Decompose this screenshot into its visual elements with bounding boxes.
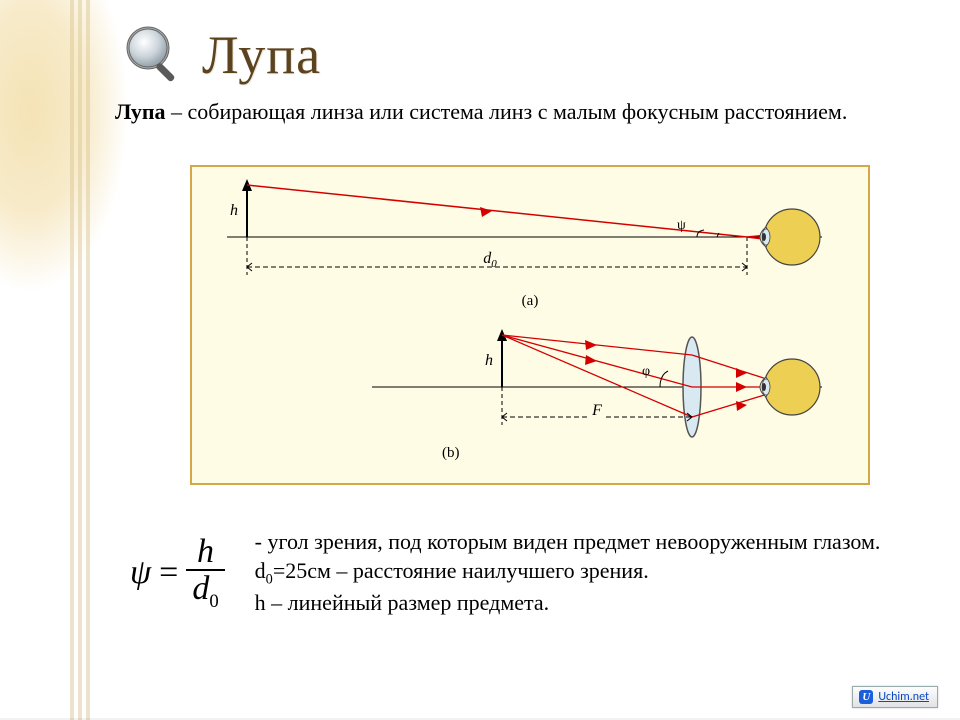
link-icon: U — [859, 690, 873, 704]
formula-notes: - угол зрения, под которым виден предмет… — [255, 528, 881, 617]
formula: ψ = h d0 — [130, 534, 225, 612]
note-line-1: - угол зрения, под которым виден предмет… — [255, 528, 881, 557]
title-row: Лупа — [120, 20, 321, 90]
note-line-3: h – линейный размер предмета. — [255, 589, 881, 618]
definition-text: Лупа – собирающая линза или система линз… — [115, 98, 900, 126]
note-line-2: d0=25см – расстояние наилучшего зрения. — [255, 557, 881, 589]
svg-text:φ: φ — [642, 364, 650, 379]
svg-text:(a): (a) — [522, 293, 539, 309]
formula-numerator: h — [191, 534, 220, 570]
svg-text:h: h — [230, 202, 238, 219]
svg-text:h: h — [485, 352, 493, 369]
magnifier-icon — [120, 20, 190, 90]
formula-section: ψ = h d0 - угол зрения, под которым виде… — [130, 528, 900, 617]
formula-denominator: d0 — [186, 569, 224, 611]
source-link-badge[interactable]: U Uchim.net — [852, 686, 938, 708]
svg-text:F: F — [591, 402, 602, 419]
definition-rest: – собирающая линза или система линз с ма… — [166, 99, 848, 124]
page-title: Лупа — [202, 24, 321, 87]
svg-text:ψ: ψ — [677, 218, 686, 233]
optics-diagram: h ψ d0 d0 (a) — [190, 165, 870, 485]
definition-bold: Лупа — [115, 99, 166, 124]
source-link[interactable]: Uchim.net — [878, 690, 929, 704]
formula-lhs: ψ — [130, 554, 151, 592]
svg-text:(b): (b) — [442, 445, 460, 461]
